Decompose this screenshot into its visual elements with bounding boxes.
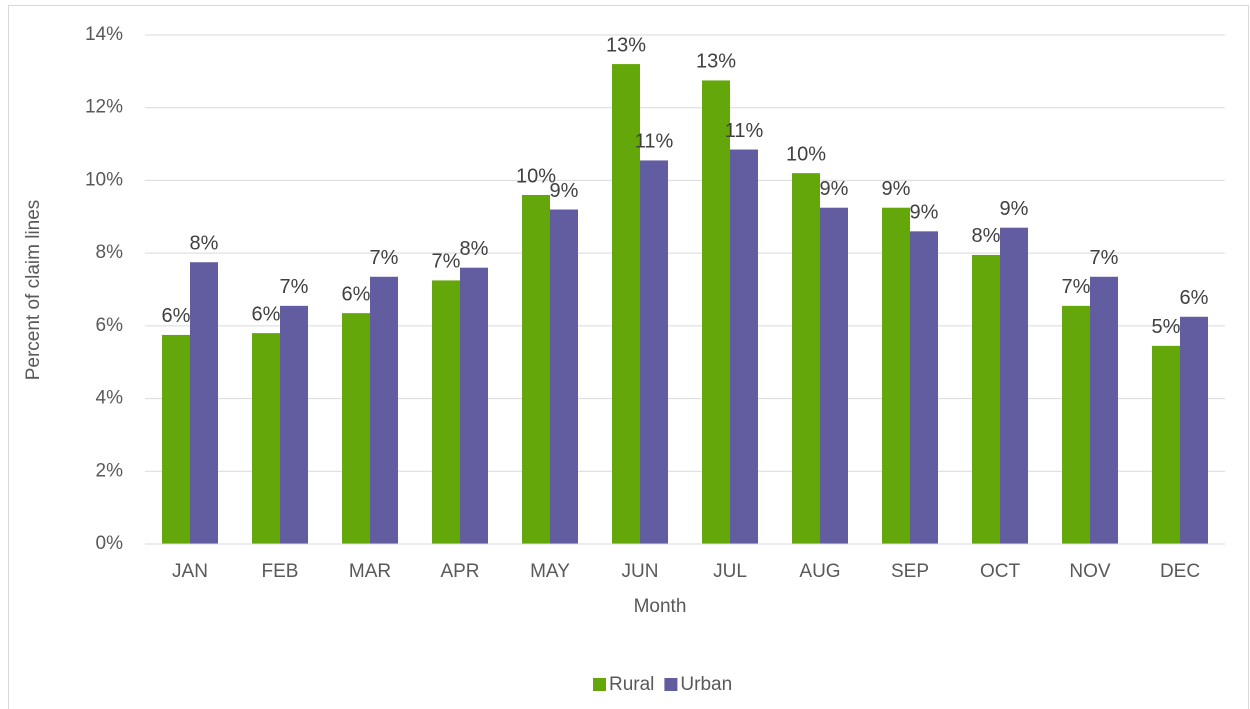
value-label: 8% bbox=[190, 233, 219, 255]
value-label: 9% bbox=[550, 180, 579, 202]
x-tick-label: JAN bbox=[172, 561, 208, 582]
x-tick-label: JUN bbox=[622, 561, 659, 582]
x-tick-label: OCT bbox=[980, 561, 1021, 582]
y-tick-label: 12% bbox=[85, 97, 123, 118]
x-tick-label: MAR bbox=[349, 561, 391, 582]
bar bbox=[640, 160, 668, 545]
value-label: 9% bbox=[820, 178, 849, 200]
value-label: 10% bbox=[786, 143, 826, 165]
value-label: 13% bbox=[606, 34, 646, 56]
bar bbox=[1090, 276, 1118, 544]
legend-label: Rural bbox=[609, 674, 654, 695]
bar bbox=[370, 276, 398, 544]
value-label: 6% bbox=[1180, 287, 1209, 309]
value-label: 7% bbox=[280, 276, 309, 298]
y-axis-title: Percent of claim lines bbox=[23, 200, 44, 381]
bar bbox=[792, 173, 820, 544]
value-label: 8% bbox=[972, 225, 1001, 247]
value-label: 7% bbox=[370, 247, 399, 269]
bar bbox=[820, 207, 848, 545]
x-tick-label: FEB bbox=[262, 561, 299, 582]
value-label: 8% bbox=[460, 238, 489, 260]
value-label: 9% bbox=[910, 202, 939, 224]
x-tick-label: NOV bbox=[1069, 561, 1111, 582]
x-axis-title: Month bbox=[634, 596, 687, 617]
bar bbox=[460, 267, 488, 544]
legend-label: Urban bbox=[680, 674, 732, 695]
bar bbox=[910, 231, 938, 545]
value-label: 11% bbox=[635, 131, 674, 153]
value-label: 9% bbox=[1000, 198, 1029, 220]
value-label: 7% bbox=[432, 251, 461, 273]
legend-swatch bbox=[593, 678, 606, 691]
bar bbox=[1180, 316, 1208, 544]
bar bbox=[882, 207, 910, 545]
value-label: 5% bbox=[1152, 316, 1181, 338]
y-tick-label: 4% bbox=[96, 388, 124, 409]
bar bbox=[432, 280, 460, 544]
bar bbox=[1152, 345, 1180, 544]
y-tick-label: 2% bbox=[96, 460, 124, 481]
bar bbox=[162, 334, 190, 544]
bar bbox=[252, 333, 280, 544]
bar bbox=[612, 64, 640, 544]
value-label: 11% bbox=[725, 120, 764, 142]
bar bbox=[550, 209, 578, 544]
value-label: 6% bbox=[252, 303, 281, 325]
x-tick-label: AUG bbox=[799, 561, 840, 582]
value-label: 6% bbox=[162, 305, 191, 327]
chart-frame bbox=[8, 5, 1249, 709]
bar bbox=[1000, 227, 1028, 544]
y-tick-label: 14% bbox=[85, 24, 123, 45]
x-tick-label: SEP bbox=[891, 561, 929, 582]
bar bbox=[190, 262, 218, 544]
bar bbox=[342, 313, 370, 544]
bar bbox=[730, 149, 758, 544]
bar bbox=[702, 80, 730, 545]
value-label: 10% bbox=[516, 165, 556, 187]
x-tick-label: DEC bbox=[1160, 561, 1200, 582]
x-tick-label: JUL bbox=[713, 561, 747, 582]
x-tick-label: APR bbox=[440, 561, 479, 582]
value-label: 7% bbox=[1090, 247, 1119, 269]
bar bbox=[280, 305, 308, 544]
y-tick-label: 8% bbox=[96, 242, 124, 263]
legend-swatch bbox=[664, 678, 678, 691]
bar bbox=[972, 254, 1000, 545]
y-tick-label: 10% bbox=[85, 169, 123, 190]
value-label: 7% bbox=[1062, 276, 1091, 298]
value-label: 6% bbox=[342, 283, 371, 305]
y-tick-label: 6% bbox=[96, 315, 124, 336]
x-tick-label: MAY bbox=[530, 561, 570, 582]
y-tick-label: 0% bbox=[96, 533, 124, 554]
bar bbox=[1062, 305, 1090, 544]
value-label: 13% bbox=[696, 51, 736, 73]
bar bbox=[522, 194, 550, 544]
value-label: 9% bbox=[882, 178, 911, 200]
